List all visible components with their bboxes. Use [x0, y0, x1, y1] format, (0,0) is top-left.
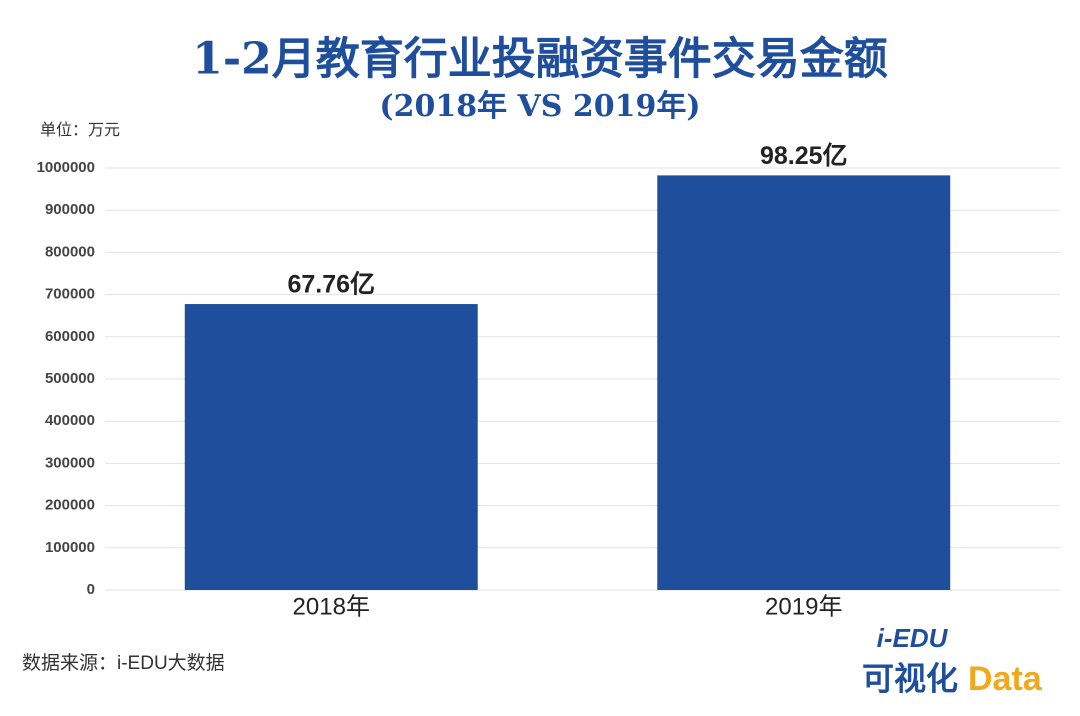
value-label: 98.25亿 — [760, 142, 848, 170]
x-tick-label: 2019年 — [765, 593, 842, 620]
y-tick-label: 1000000 — [37, 159, 95, 176]
chart-subtitle: (2018年 VS 2019年) — [379, 89, 700, 124]
bar — [657, 175, 951, 590]
bar — [184, 304, 478, 590]
y-tick-label: 700000 — [45, 286, 95, 303]
y-tick-label: 900000 — [45, 201, 95, 218]
y-tick-label: 100000 — [45, 539, 95, 556]
y-tick-label: 500000 — [45, 370, 95, 387]
y-tick-label: 800000 — [45, 243, 95, 260]
value-label: 67.76亿 — [287, 271, 375, 299]
y-tick-label: 600000 — [45, 328, 95, 345]
y-tick-label: 300000 — [45, 454, 95, 471]
plot-area: 0 100000 200000 300000 400000 500000 600000 700… — [37, 142, 1060, 620]
logo: i-EDU 可视化 Data — [862, 623, 1043, 698]
logo-caption: 可视化 — [862, 660, 958, 696]
chart-title: 1-2月教育行业投融资事件交易金额 — [192, 34, 888, 85]
logo-brand: i-EDU — [877, 623, 949, 653]
x-tick-label: 2018年 — [293, 593, 370, 620]
logo-word: Data — [968, 660, 1043, 698]
y-tick-label: 200000 — [45, 497, 95, 514]
y-tick-label: 0 — [87, 581, 95, 598]
source-note: 数据来源：i-EDU大数据 — [22, 652, 225, 674]
y-tick-label: 400000 — [45, 412, 95, 429]
unit-label: 单位：万元 — [40, 121, 120, 139]
